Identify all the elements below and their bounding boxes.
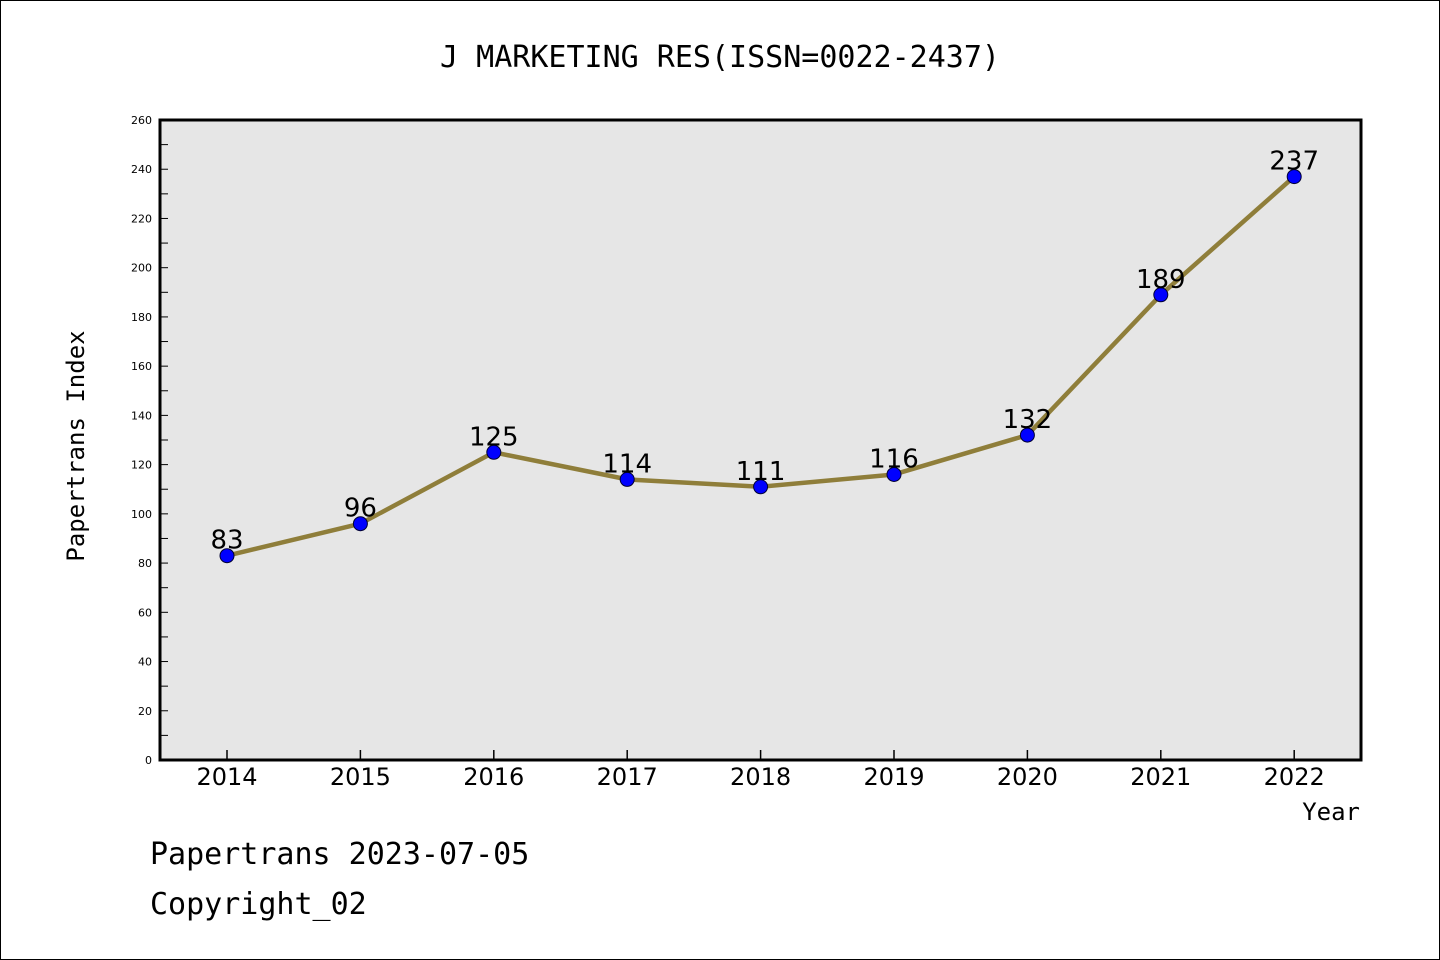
y-tick-label: 240 [131,163,152,176]
chart-title: J MARKETING RES(ISSN=0022-2437) [440,40,1000,75]
data-point [753,479,769,495]
x-axis: 2014 2015 2016 2017 2018 2019 2020 2021 2022 [196,750,1325,791]
data-point [1019,427,1035,443]
x-tick-label: 2019 [863,763,924,791]
y-tick-label: 0 [145,754,152,767]
y-tick-label: 180 [131,311,152,324]
data-point [352,516,368,532]
x-tick-label: 2015 [330,763,391,791]
data-label: 116 [869,444,919,474]
y-axis: 0 20 40 60 80 100 120 140 160 180 200 220 240 260 [131,114,168,767]
y-tick-label: 260 [131,114,152,127]
x-tick-label: 2016 [463,763,524,791]
y-tick-label: 40 [138,656,152,669]
data-label: 96 [344,494,377,524]
y-axis-label: Papertrans Index [62,330,90,561]
series-group: 83 96 125 114 111 116 132 189 237 [210,147,1319,564]
y-tick-label: 160 [131,360,152,373]
data-point [219,548,235,564]
x-tick-label: 2017 [597,763,658,791]
data-label: 189 [1136,265,1186,295]
x-tick-label: 2014 [196,763,257,791]
y-tick-label: 200 [131,262,152,275]
data-label: 132 [1003,405,1053,435]
data-point [1286,169,1302,185]
y-tick-label: 120 [131,459,152,472]
footer-date: Papertrans 2023-07-05 [150,837,529,872]
x-tick-label: 2020 [997,763,1058,791]
data-label: 111 [736,457,786,487]
y-tick-label: 20 [138,705,152,718]
plot-area [158,118,1363,762]
x-tick-label: 2021 [1130,763,1191,791]
x-axis-label: Year [1302,798,1360,826]
y-tick-label: 100 [131,508,152,521]
data-label: 237 [1269,147,1319,177]
data-point [1153,287,1169,303]
y-tick-label: 140 [131,409,152,422]
footer-copyright: Copyright_02 [150,887,367,922]
x-tick-label: 2018 [730,763,791,791]
data-point [619,471,635,487]
data-label: 125 [469,422,519,452]
data-label: 114 [602,449,652,479]
y-tick-label: 80 [138,557,152,570]
y-tick-label: 220 [131,212,152,225]
x-tick-label: 2022 [1264,763,1325,791]
y-tick-label: 60 [138,606,152,619]
data-point [886,466,902,482]
data-label: 83 [210,526,243,556]
data-point [486,444,502,460]
